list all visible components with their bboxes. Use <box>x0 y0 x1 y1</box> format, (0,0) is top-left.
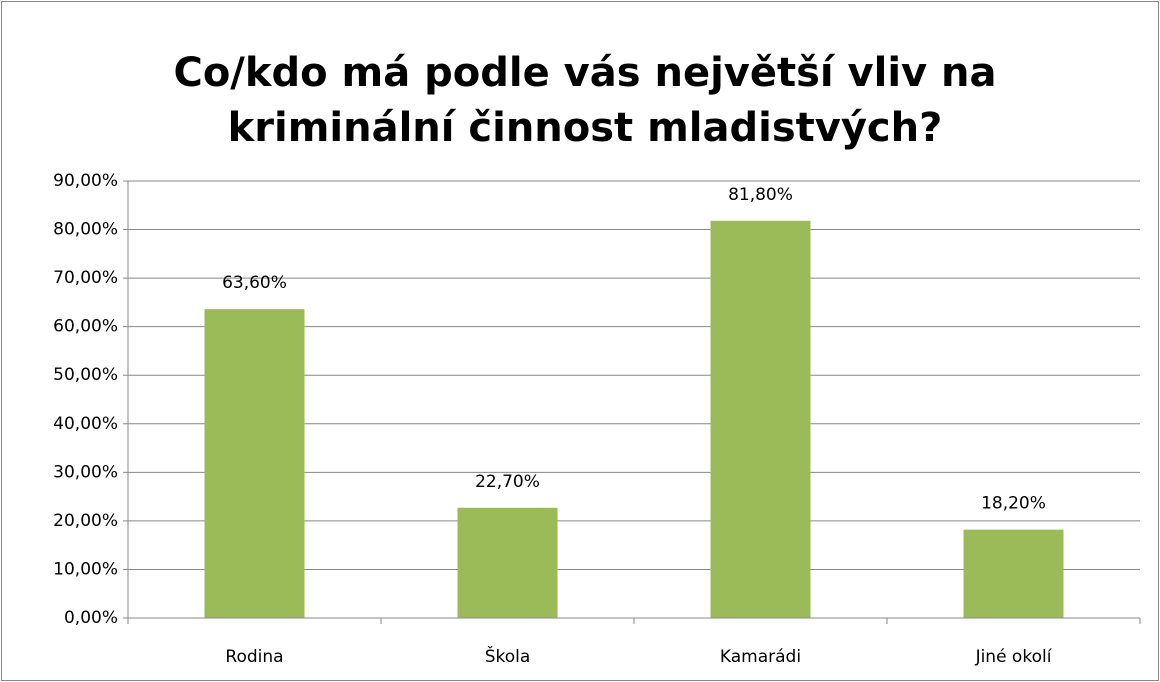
y-tick-label: 40,00% <box>53 414 118 434</box>
y-tick-label: 70,00% <box>53 268 118 288</box>
data-label: 63,60% <box>222 273 287 293</box>
y-tick-label: 50,00% <box>53 365 118 385</box>
data-label: 81,80% <box>728 185 793 205</box>
y-tick-label: 90,00% <box>53 171 118 191</box>
y-tick-label: 20,00% <box>53 511 118 531</box>
data-label: 18,20% <box>981 494 1046 514</box>
x-tick-label: Škola <box>485 645 531 667</box>
bar <box>963 529 1064 618</box>
x-tick-label: Jiné okolí <box>975 647 1053 667</box>
x-tick-label: Kamarádi <box>720 647 801 667</box>
bar <box>204 309 305 618</box>
bar <box>457 507 558 618</box>
chart-title: kriminální činnost mladistvých? <box>228 105 943 151</box>
chart-title: Co/kdo má podle vás největší vliv na <box>173 50 996 96</box>
y-tick-label: 30,00% <box>53 462 118 482</box>
y-tick-label: 0,00% <box>64 608 118 628</box>
bar <box>710 220 811 618</box>
x-tick-label: Rodina <box>225 647 283 667</box>
y-tick-label: 60,00% <box>53 317 118 337</box>
data-label: 22,70% <box>475 472 540 492</box>
y-tick-label: 10,00% <box>53 559 118 579</box>
y-tick-label: 80,00% <box>53 220 118 240</box>
